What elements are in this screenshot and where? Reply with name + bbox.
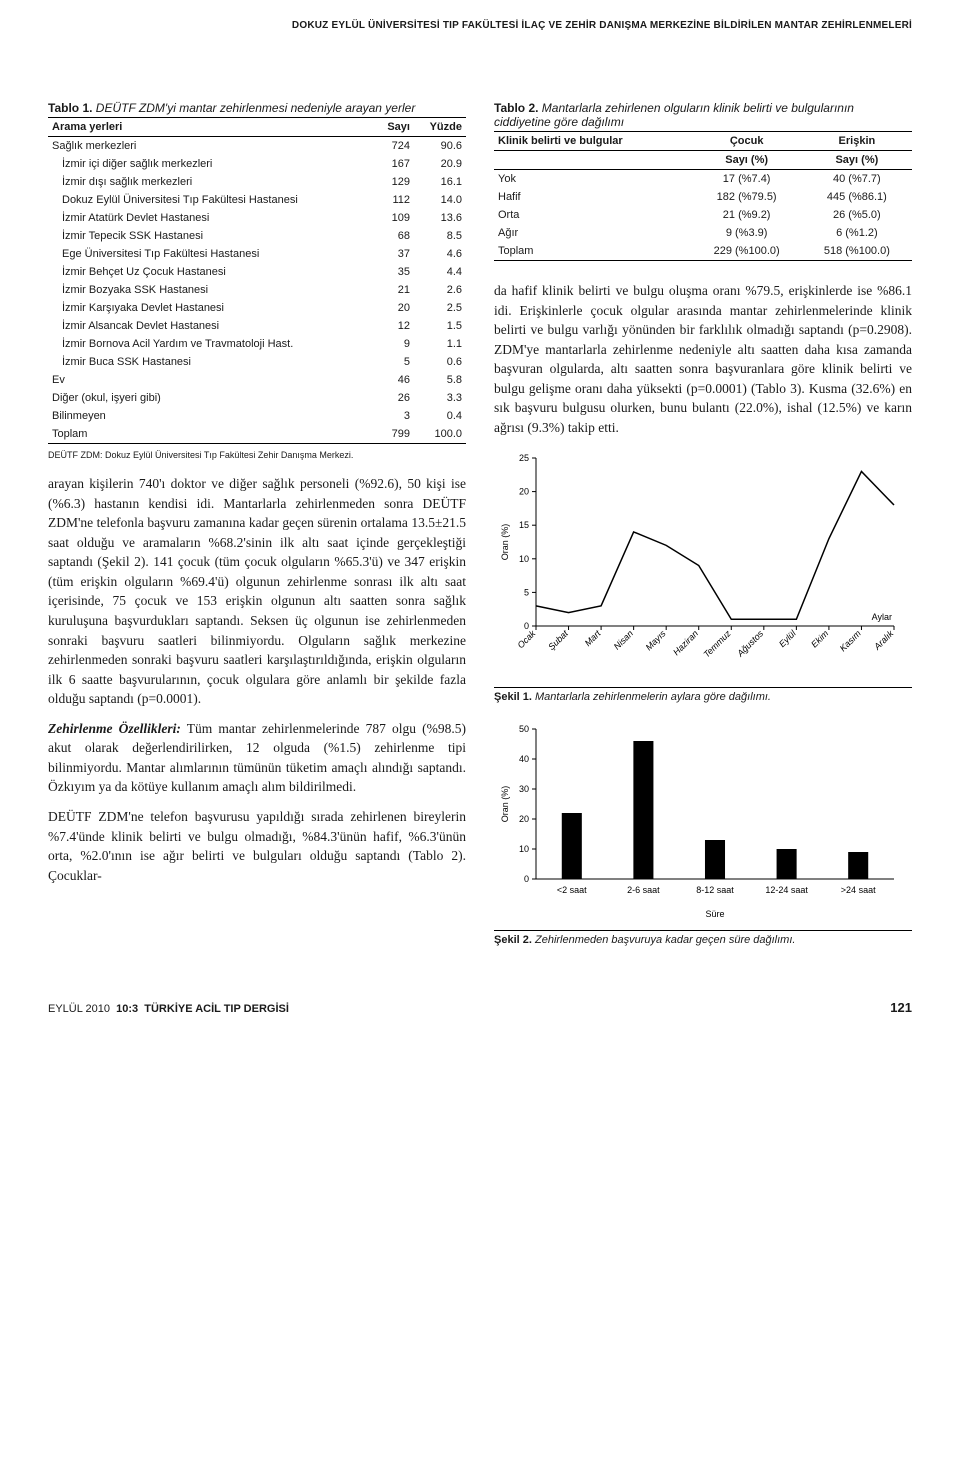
svg-text:Aralık: Aralık (871, 627, 895, 651)
page-footer: EYLÜL 2010 10:3 TÜRKİYE ACİL TIP DERGİSİ… (48, 1000, 912, 1015)
table1-footnote: DEÜTF ZDM: Dokuz Eylül Üniversitesi Tıp … (48, 450, 466, 460)
table2-title: Tablo 2. Mantarlarla zehirlenen olguları… (494, 101, 912, 129)
table-row: Toplam229 (%100.0)518 (%100.0) (494, 242, 912, 261)
table-row: İzmir Bozyaka SSK Hastanesi212.6 (48, 281, 466, 299)
th: Klinik belirti ve bulgular (494, 132, 692, 151)
table-row: Ağır9 (%3.9)6 (%1.2) (494, 224, 912, 242)
svg-text:Mayıs: Mayıs (644, 627, 668, 651)
svg-text:10: 10 (519, 553, 529, 563)
th: Yüzde (414, 118, 466, 137)
table2: Klinik belirti ve bulgular Çocuk Erişkin… (494, 131, 912, 261)
svg-text:10: 10 (519, 844, 529, 854)
svg-text:Nisan: Nisan (612, 628, 635, 651)
th: Erişkin (802, 132, 912, 151)
svg-text:<2 saat: <2 saat (557, 885, 587, 895)
svg-text:Şubat: Şubat (546, 627, 570, 651)
table-row: İzmir Atatürk Devlet Hastanesi10913.6 (48, 209, 466, 227)
svg-text:20: 20 (519, 814, 529, 824)
table-row: İzmir Karşıyaka Devlet Hastanesi202.5 (48, 299, 466, 317)
paragraph: da hafif klinik belirti ve bulgu oluşma … (494, 281, 912, 438)
svg-text:Ocak: Ocak (515, 627, 537, 649)
table-row: İzmir Alsancak Devlet Hastanesi121.5 (48, 317, 466, 335)
columns: Tablo 1. DEÜTF ZDM'yi mantar zehirlenmes… (48, 101, 912, 964)
right-column: Tablo 2. Mantarlarla zehirlenen olguları… (494, 101, 912, 964)
table-row: Yok17 (%7.4)40 (%7.7) (494, 170, 912, 189)
svg-text:Oran (%): Oran (%) (500, 785, 510, 822)
table-row: İzmir Tepecik SSK Hastanesi688.5 (48, 227, 466, 245)
th: Arama yerleri (48, 118, 375, 137)
svg-text:2-6 saat: 2-6 saat (627, 885, 660, 895)
table-row: Sağlık merkezleri72490.6 (48, 137, 466, 156)
table-row: İzmir dışı sağlık merkezleri12916.1 (48, 173, 466, 191)
th: Çocuk (692, 132, 802, 151)
th: Sayı (375, 118, 414, 137)
svg-text:25: 25 (519, 453, 529, 463)
table-row: Toplam799100.0 (48, 425, 466, 444)
paragraph: Zehirlenme Özellikleri: Tüm mantar zehir… (48, 719, 466, 797)
svg-text:12-24 saat: 12-24 saat (765, 885, 808, 895)
running-head: DOKUZ EYLÜL ÜNİVERSİTESİ TIP FAKÜLTESİ İ… (48, 20, 912, 31)
table-row: Diğer (okul, işyeri gibi)263.3 (48, 389, 466, 407)
svg-text:Mart: Mart (583, 627, 603, 647)
chart2-caption: Şekil 2. Zehirlenmeden başvuruya kadar g… (494, 930, 912, 946)
table-row: Bilinmeyen30.4 (48, 407, 466, 425)
svg-text:15: 15 (519, 520, 529, 530)
table-row: Ev465.8 (48, 371, 466, 389)
svg-text:20: 20 (519, 486, 529, 496)
table-row: Hafif182 (%79.5)445 (%86.1) (494, 188, 912, 206)
svg-text:Oran (%): Oran (%) (500, 523, 510, 560)
chart1: 0510152025Oran (%)AylarOcakŞubatMartNisa… (494, 448, 912, 683)
svg-text:50: 50 (519, 724, 529, 734)
table1: Arama yerleri Sayı Yüzde Sağlık merkezle… (48, 117, 466, 444)
table-row: İzmir Behçet Uz Çocuk Hastanesi354.4 (48, 263, 466, 281)
table-row: Orta21 (%9.2)26 (%5.0) (494, 206, 912, 224)
left-column: Tablo 1. DEÜTF ZDM'yi mantar zehirlenmes… (48, 101, 466, 964)
svg-text:Kasım: Kasım (838, 627, 863, 652)
chart1-caption: Şekil 1. Mantarlarla zehirlenmelerin ayl… (494, 687, 912, 703)
table-row: İzmir içi diğer sağlık merkezleri16720.9 (48, 155, 466, 173)
svg-text:Ekim: Ekim (809, 627, 831, 649)
svg-text:Süre: Süre (705, 909, 724, 919)
svg-text:0: 0 (524, 874, 529, 884)
svg-text:Ağustos: Ağustos (734, 627, 765, 658)
svg-text:40: 40 (519, 754, 529, 764)
table-row: İzmir Buca SSK Hastanesi50.6 (48, 353, 466, 371)
svg-text:5: 5 (524, 587, 529, 597)
chart2: 0 10 20 30 40 50 Oran (%) <2 saat 2-6 saat 8-12 s… (494, 721, 912, 926)
table-row: Ege Üniversitesi Tıp Fakültesi Hastanesi… (48, 245, 466, 263)
svg-text:Aylar: Aylar (872, 612, 892, 622)
table-row: İzmir Bornova Acil Yardım ve Travmatoloj… (48, 335, 466, 353)
th: Sayı (%) (802, 151, 912, 170)
paragraph: DEÜTF ZDM'ne telefon başvurusu yapıldığı… (48, 807, 466, 885)
svg-text:Temmuz: Temmuz (701, 627, 733, 659)
svg-text:8-12 saat: 8-12 saat (696, 885, 734, 895)
table1-title: Tablo 1. DEÜTF ZDM'yi mantar zehirlenmes… (48, 101, 466, 115)
th (494, 151, 692, 170)
table-row: Dokuz Eylül Üniversitesi Tıp Fakültesi H… (48, 191, 466, 209)
svg-text:Eylül: Eylül (777, 627, 799, 649)
paragraph: arayan kişilerin 740'ı doktor ve diğer s… (48, 474, 466, 709)
svg-text:30: 30 (519, 784, 529, 794)
th: Sayı (%) (692, 151, 802, 170)
page-number: 121 (890, 1000, 912, 1015)
svg-text:Haziran: Haziran (671, 628, 700, 657)
svg-text:>24 saat: >24 saat (841, 885, 876, 895)
